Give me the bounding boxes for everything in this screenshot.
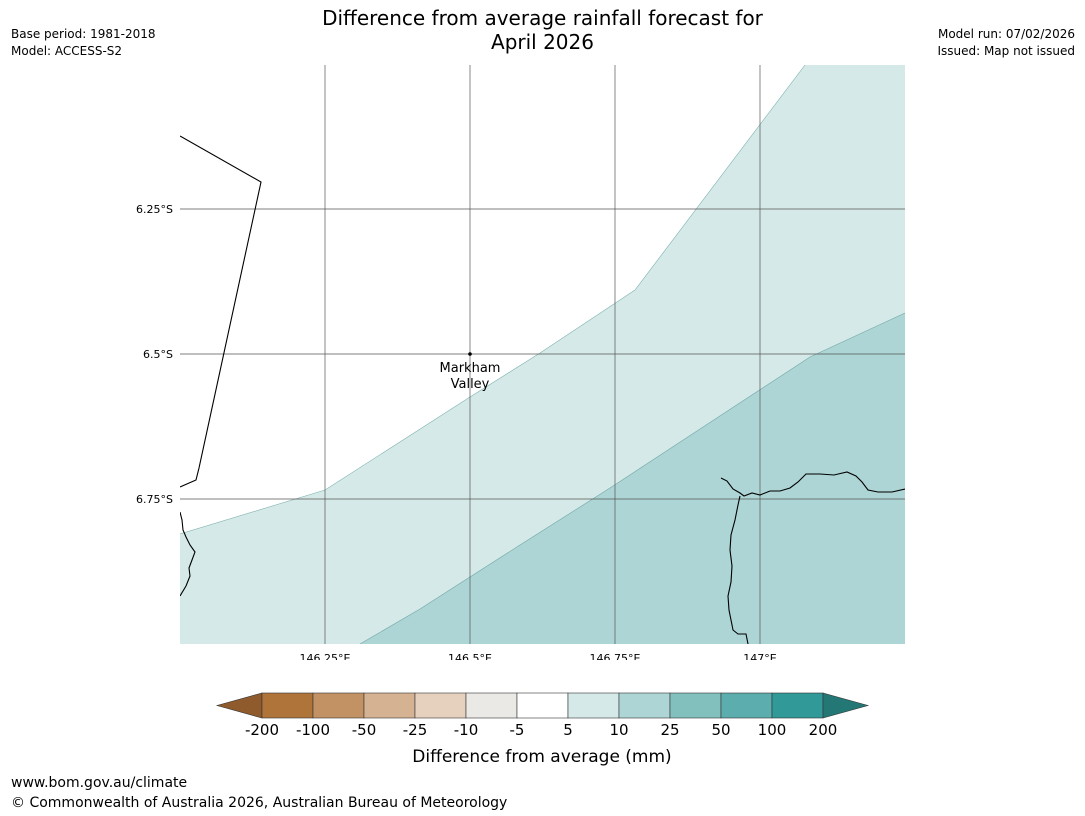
- longitude-label: 147°E: [743, 652, 776, 660]
- title-line-1: Difference from average rainfall forecas…: [322, 6, 763, 30]
- footer-copyright: © Commonwealth of Australia 2026, Austra…: [11, 795, 508, 811]
- issued-status: Issued: Map not issued: [937, 44, 1075, 58]
- latitude-label: 6.5°S: [143, 348, 173, 361]
- longitude-labels: 146.25°E 146.5°E 146.75°E 147°E: [300, 652, 777, 660]
- longitude-label: 146.75°E: [590, 652, 641, 660]
- colorbar-tick-label: -50: [352, 721, 377, 739]
- colorbar-tick-label: 200: [809, 721, 838, 739]
- colorbar-tick-label: 50: [711, 721, 730, 739]
- run-info: Model run: 07/02/2026 Issued: Map not is…: [937, 26, 1075, 60]
- colorbar-tick-label: -25: [403, 721, 428, 739]
- coastline-southwest: [180, 511, 196, 597]
- colorbar-segment: [261, 692, 314, 719]
- band-boundary-line-2: [359, 312, 905, 644]
- colorbar-segment: [414, 692, 467, 719]
- colorbar-segment: [771, 692, 824, 719]
- latitude-labels: 6.25°S 6.5°S 6.75°S: [136, 203, 173, 506]
- colorbar-tick-labels: -200 -100 -50 -25 -10 -5 5 10 25 50 100 200: [245, 721, 837, 739]
- base-period: Base period: 1981-2018: [11, 27, 156, 41]
- model-info: Base period: 1981-2018 Model: ACCESS-S2: [11, 26, 156, 60]
- colorbar-extend-low: [215, 692, 263, 719]
- latitude-label: 6.75°S: [136, 493, 173, 506]
- coastline-west: [180, 135, 262, 488]
- colorbar-segment: [363, 692, 416, 719]
- coastline-east: [720, 471, 905, 644]
- longitude-label: 146.5°E: [448, 652, 492, 660]
- rainfall-map: 6.25°S 6.5°S 6.75°S 146.25°E 146.5°E 146.75°…: [136, 65, 905, 660]
- location-label-line-1: Markham: [440, 361, 501, 376]
- colorbar-segment: [618, 692, 671, 719]
- title-line-2: April 2026: [491, 30, 594, 54]
- colorbar-tick-label: 25: [660, 721, 679, 739]
- colorbar: [215, 692, 870, 719]
- colorbar-tick-label: -5: [510, 721, 525, 739]
- rainfall-band-10-to-25mm: [360, 313, 905, 644]
- colorbar-tick-label: 10: [609, 721, 628, 739]
- map-title: Difference from average rainfall forecas…: [0, 6, 1085, 54]
- location-label-line-2: Valley: [451, 377, 490, 392]
- colorbar-segment: [567, 692, 620, 719]
- band-boundary-line: [180, 65, 806, 535]
- colorbar-segment: [516, 692, 569, 719]
- model-run: Model run: 07/02/2026: [937, 27, 1075, 41]
- longitude-label: 146.25°E: [300, 652, 351, 660]
- colorbar-tick-label: 5: [563, 721, 573, 739]
- colorbar-tick-label: 100: [758, 721, 787, 739]
- colorbar-caption: Difference from average (mm): [412, 747, 671, 767]
- model-name: Model: ACCESS-S2: [11, 44, 123, 58]
- colorbar-segment: [720, 692, 773, 719]
- colorbar-tick-label: -200: [245, 721, 279, 739]
- latitude-label: 6.25°S: [136, 203, 173, 216]
- colorbar-segment: [465, 692, 518, 719]
- colorbar-segment: [312, 692, 365, 719]
- colorbar-tick-label: -100: [296, 721, 330, 739]
- colorbar-extend-high: [822, 692, 870, 719]
- footer-url[interactable]: www.bom.gov.au/climate: [11, 775, 188, 791]
- colorbar-segment: [669, 692, 722, 719]
- colorbar-tick-label: -10: [454, 721, 479, 739]
- markham-valley-marker: [468, 352, 472, 356]
